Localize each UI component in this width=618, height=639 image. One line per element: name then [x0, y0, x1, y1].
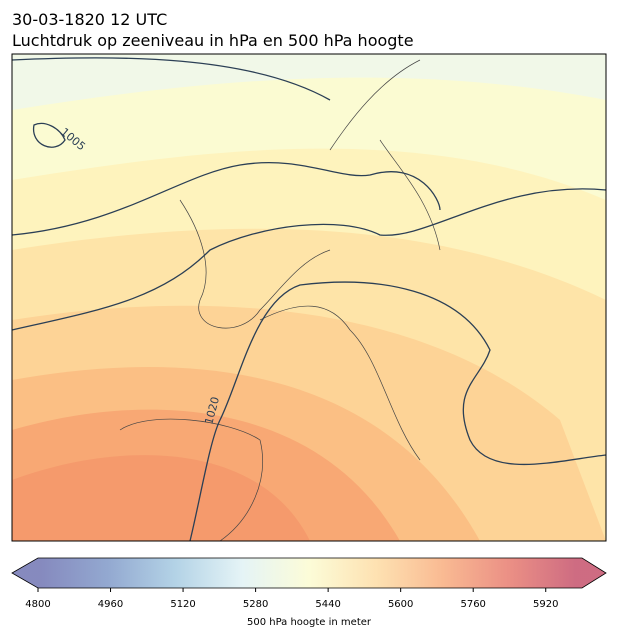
subtitle: Luchtdruk op zeeniveau in hPa en 500 hPa… — [12, 31, 414, 50]
tick-label: 4800 — [25, 599, 50, 610]
title: 30-03-1820 12 UTC — [12, 10, 167, 29]
tick-label: 5440 — [315, 599, 340, 610]
tick-label: 4960 — [98, 599, 123, 610]
tick-label: 5280 — [243, 599, 268, 610]
map-fill — [12, 455, 310, 541]
colorbar-ticks: 4800 4960 5120 5280 5440 5600 5760 5920 — [25, 588, 558, 610]
tick-label: 5120 — [170, 599, 195, 610]
tick-label: 5920 — [533, 599, 558, 610]
colorbar — [11, 557, 607, 589]
tick-label: 5760 — [460, 599, 485, 610]
map: 1005 1020 — [12, 54, 606, 541]
tick-label: 5600 — [388, 599, 413, 610]
colorbar-label: 500 hPa hoogte in meter — [247, 617, 372, 628]
map-frame — [11, 53, 607, 542]
isobar — [12, 57, 606, 541]
coastline — [119, 59, 441, 541]
